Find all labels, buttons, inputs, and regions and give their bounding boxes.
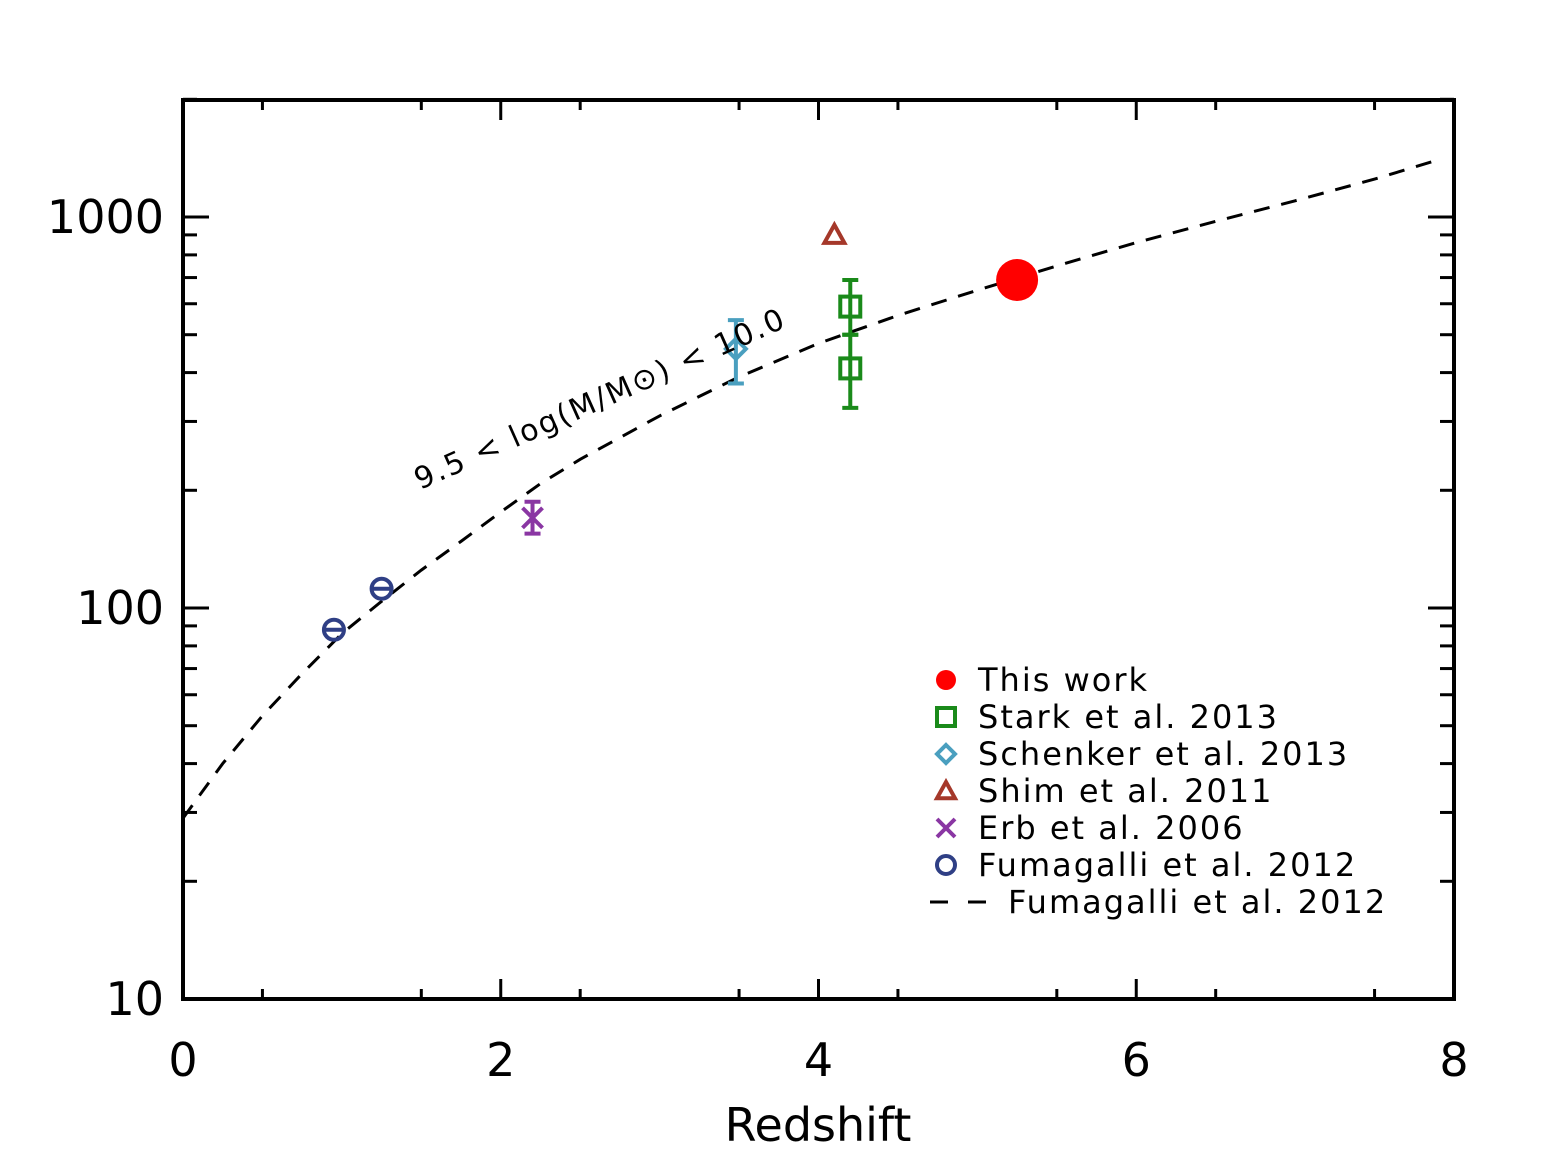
- x-axis-title: Redshift: [725, 1098, 912, 1152]
- data-point: [723, 336, 749, 362]
- model-curve-layer: [181, 158, 1439, 820]
- legend-label: Stark et al. 2013: [978, 698, 1279, 736]
- legend-label: This work: [977, 661, 1149, 699]
- annotation: 9.5 < log(M/M⊙) < 10.0: [409, 301, 791, 497]
- data-point: [321, 617, 346, 642]
- data-point: [521, 506, 544, 530]
- x-tick-label: 0: [168, 1033, 197, 1087]
- legend-entry: Fumagalli et al. 2012: [930, 883, 1387, 921]
- y-tick-label: 100: [76, 581, 164, 635]
- legend-marker: [936, 670, 956, 690]
- legend-entry: Shim et al. 2011: [933, 772, 1274, 810]
- legend-marker: [933, 777, 959, 801]
- legend-marker: [935, 706, 957, 728]
- plot-frame: [181, 98, 1456, 1001]
- legend-marker: [935, 817, 957, 839]
- legend-marker: [935, 854, 957, 876]
- legend-entry: Fumagalli et al. 2012: [935, 846, 1357, 884]
- legend-label: Fumagalli et al. 2012: [1008, 883, 1387, 921]
- x-tick-label: 8: [1439, 1033, 1468, 1087]
- data-point: [838, 356, 863, 381]
- mass-range-annotation: 9.5 < log(M/M⊙) < 10.0: [409, 301, 791, 497]
- legend-entry: Schenker et al. 2013: [934, 735, 1349, 773]
- y-tick-label: 1000: [47, 190, 164, 244]
- x-tick-label: 2: [486, 1033, 515, 1087]
- data-point: [996, 259, 1039, 302]
- data-point: [838, 294, 863, 319]
- legend-label: Schenker et al. 2013: [978, 735, 1349, 773]
- legend-marker: [934, 742, 958, 766]
- legend-entry: This work: [936, 661, 1149, 699]
- y-tick-label: 10: [105, 972, 164, 1026]
- legend-label: Fumagalli et al. 2012: [978, 846, 1357, 884]
- x-tick-label: 4: [804, 1033, 833, 1087]
- legend-label: Erb et al. 2006: [978, 809, 1245, 847]
- legend-entry: Stark et al. 2013: [935, 698, 1279, 736]
- model-curve-dashed: [181, 158, 1439, 820]
- legend-label: Shim et al. 2011: [978, 772, 1274, 810]
- x-tick-label: 6: [1122, 1033, 1151, 1087]
- data-point: [369, 576, 394, 601]
- data-marks: [321, 220, 1039, 642]
- data-point: [820, 220, 848, 245]
- legend-entry: Erb et al. 2006: [935, 809, 1245, 847]
- tick-labels: 0 2 4 6 8 10 100 1000: [47, 190, 1469, 1087]
